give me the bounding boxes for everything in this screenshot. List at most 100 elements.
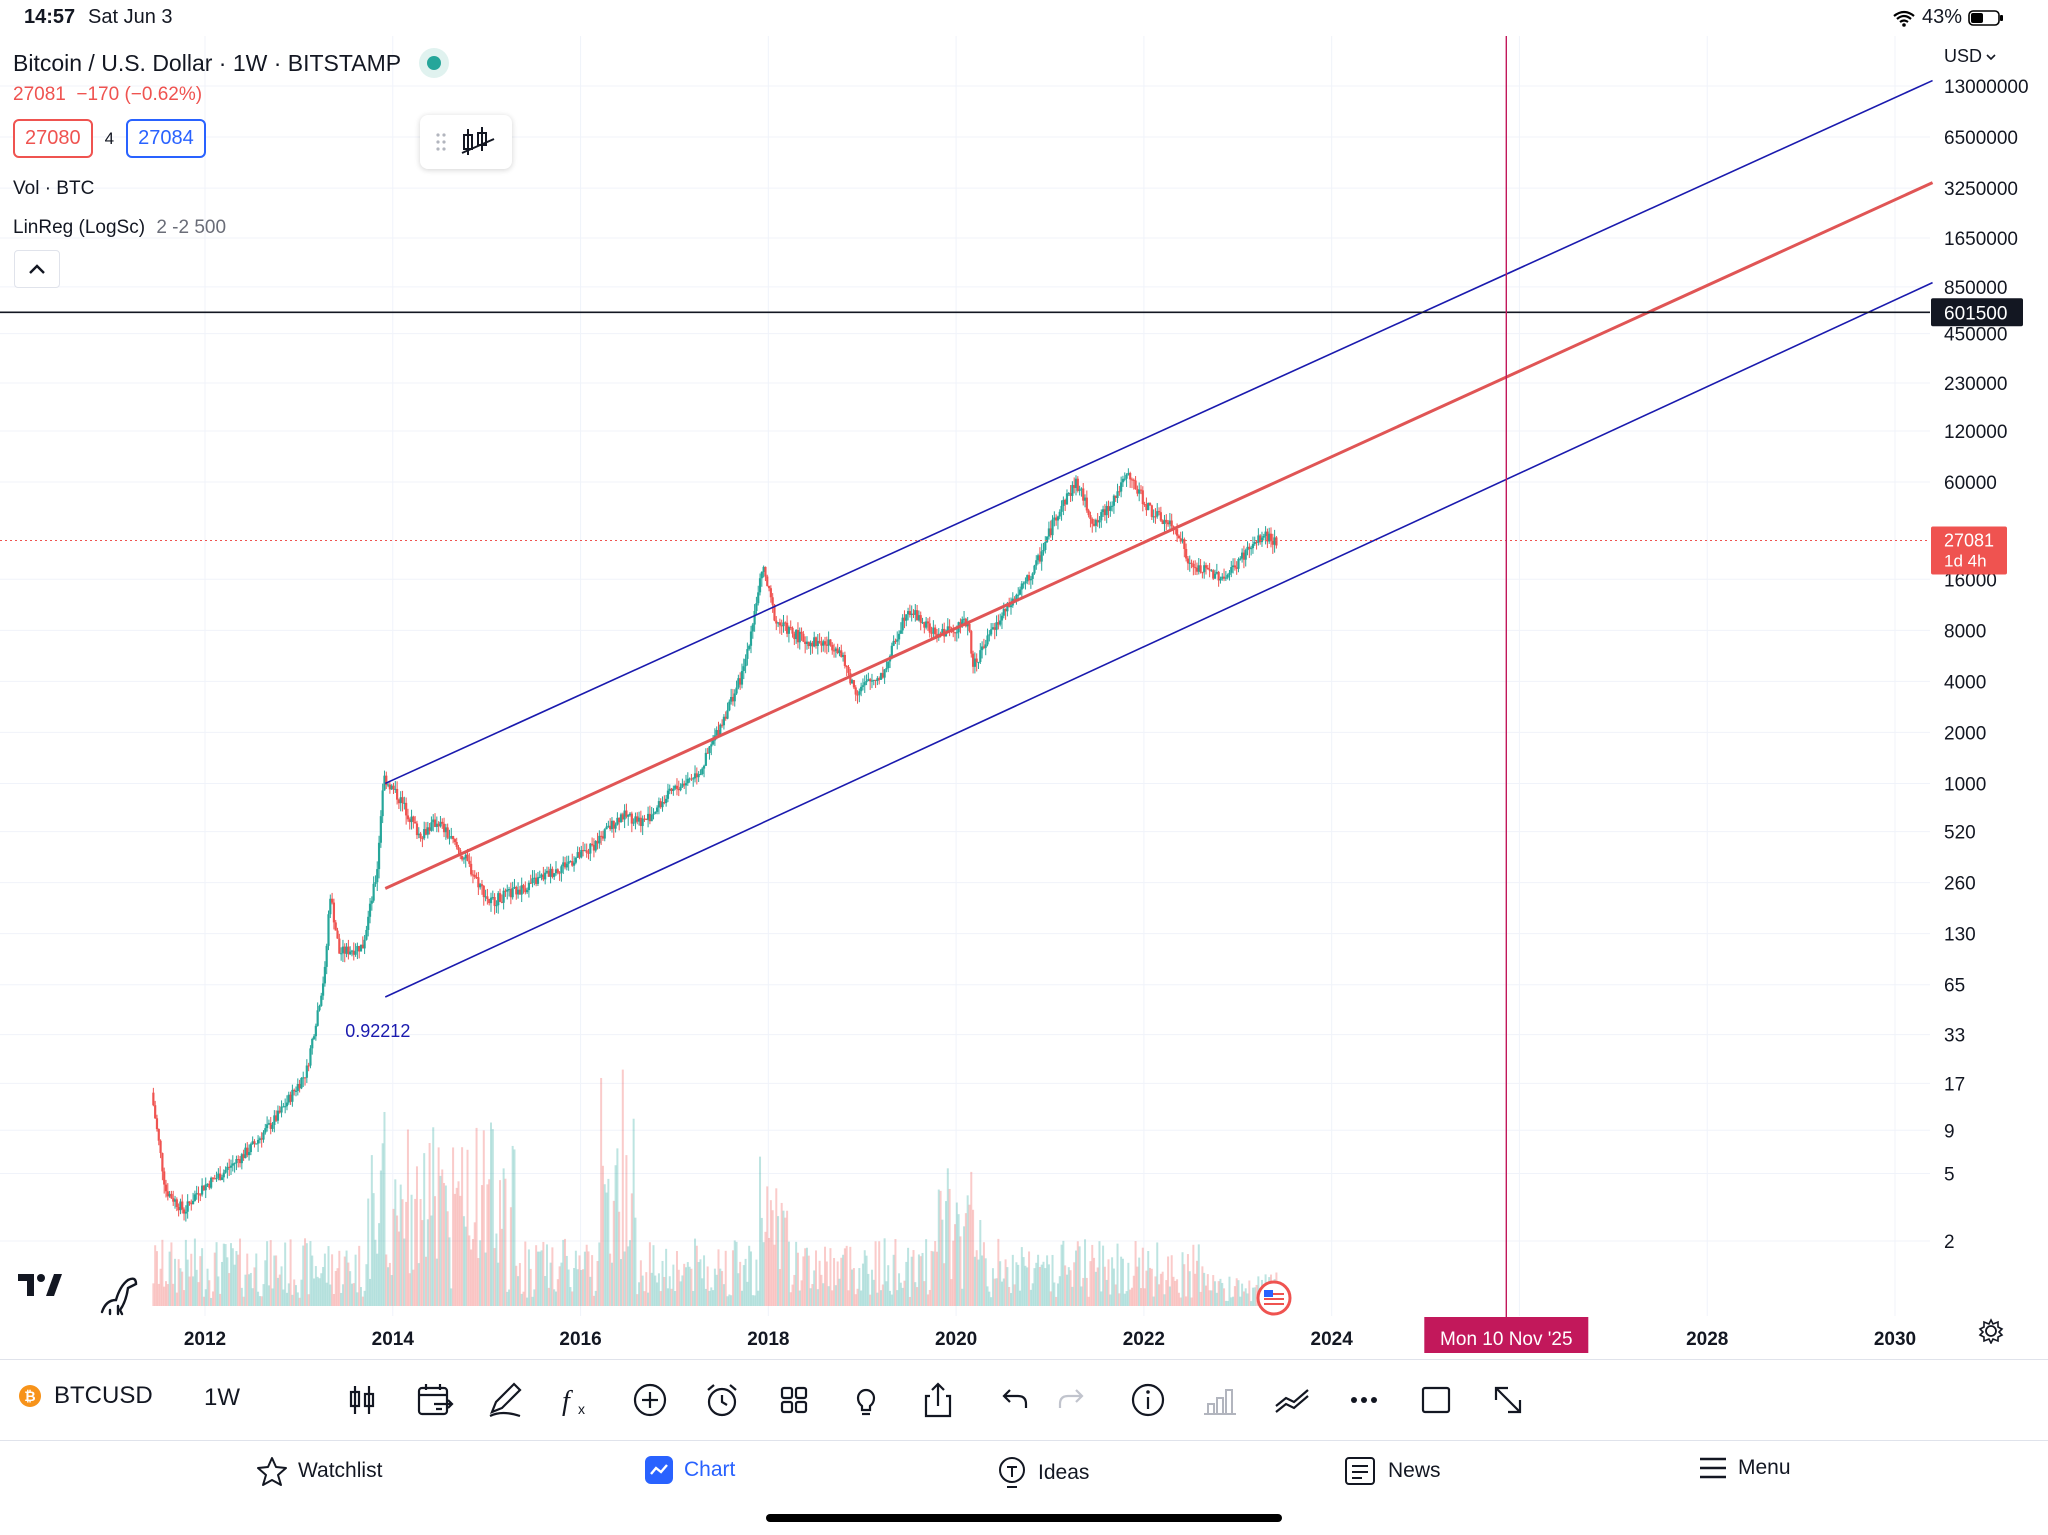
compare-button[interactable] xyxy=(1270,1378,1314,1422)
drawing-tools-button[interactable] xyxy=(484,1378,528,1422)
candle-body xyxy=(179,1201,182,1211)
candle-body xyxy=(260,1138,263,1140)
price-axis[interactable]: 13000000 6500000 3250000 1650000 850000 45000… xyxy=(1931,77,2029,1253)
candle-body xyxy=(897,633,901,640)
candle-body xyxy=(1239,558,1242,560)
volume-bar xyxy=(887,1265,890,1306)
symbol-header[interactable]: Bitcoin / U.S. Dollar · 1W · BITSTAMP xyxy=(13,48,450,78)
volume-bar xyxy=(1087,1296,1090,1306)
alert-button[interactable] xyxy=(700,1378,744,1422)
volume-bar xyxy=(959,1236,962,1306)
candle-body xyxy=(908,611,911,615)
volume-bar xyxy=(177,1259,180,1306)
volume-bar xyxy=(1246,1293,1249,1306)
nav-ideas[interactable]: Ideas xyxy=(996,1455,1089,1491)
volume-bar xyxy=(1206,1274,1209,1306)
candle-body xyxy=(331,898,334,903)
volume-bar xyxy=(1033,1268,1036,1306)
nav-news[interactable]: News xyxy=(1344,1455,1441,1487)
cursor-date-tag xyxy=(1424,1317,1589,1353)
volume-bar xyxy=(1149,1267,1152,1306)
volume-bar xyxy=(876,1292,879,1306)
currency-selector[interactable]: USD xyxy=(1944,46,1996,67)
candle-body xyxy=(840,650,843,657)
volume-bar xyxy=(616,1148,619,1306)
symbol-selector[interactable]: ₿ BTCUSD xyxy=(18,1382,153,1410)
indicator-volume[interactable]: Vol · BTC xyxy=(13,178,95,199)
volume-bar xyxy=(703,1255,706,1306)
volume-bar xyxy=(1116,1243,1119,1306)
candle-body xyxy=(731,696,735,702)
chart-type-button[interactable] xyxy=(340,1378,384,1422)
volume-bar xyxy=(192,1276,195,1306)
volume-bar xyxy=(464,1226,467,1306)
expand-button[interactable] xyxy=(1486,1378,1530,1422)
candle-body xyxy=(1049,528,1052,536)
candle-body xyxy=(332,902,336,923)
volume-bar xyxy=(589,1276,592,1306)
volume-bar xyxy=(255,1253,258,1306)
ask-button[interactable]: 27084 xyxy=(126,119,206,158)
linreg-channel[interactable]: 0.92212 xyxy=(345,79,1934,1041)
volume-bar xyxy=(280,1266,283,1306)
candle-body xyxy=(1248,546,1251,549)
floating-chart-style-widget[interactable] xyxy=(420,115,512,169)
candle-body xyxy=(822,641,825,646)
volume-bar xyxy=(773,1244,776,1306)
share-button[interactable] xyxy=(916,1378,960,1422)
nav-watchlist[interactable]: Watchlist xyxy=(256,1455,382,1487)
ideas-button[interactable] xyxy=(844,1378,888,1422)
nav-menu[interactable]: Menu xyxy=(1698,1455,1791,1481)
indicator-linreg[interactable]: LinReg (LogSc) 2 -2 500 xyxy=(13,217,226,239)
financials-button[interactable] xyxy=(1198,1378,1242,1422)
candle-body xyxy=(1022,583,1025,585)
drag-handle-icon[interactable] xyxy=(436,132,446,152)
candle-body xyxy=(1006,603,1009,612)
volume-bar xyxy=(311,1255,314,1306)
chart-canvas[interactable]: 0.92212 13000000 6500000 3250000 1650000 850… xyxy=(0,36,2048,1359)
volume-bar xyxy=(154,1245,157,1306)
replay-button[interactable] xyxy=(412,1378,456,1422)
interval-selector[interactable]: 1W xyxy=(204,1384,240,1411)
candle-body xyxy=(334,922,337,931)
us-flag-event-icon[interactable] xyxy=(1256,1280,1292,1321)
candle-body xyxy=(316,1010,319,1026)
candle-body xyxy=(670,788,673,792)
candle-body xyxy=(558,872,561,874)
last-price-value: 27081 xyxy=(1944,531,1994,551)
candle-body xyxy=(430,822,433,831)
candle-body xyxy=(627,815,630,817)
candle-body xyxy=(684,783,688,786)
symbol-title[interactable]: Bitcoin / U.S. Dollar · 1W · BITSTAMP xyxy=(13,49,402,76)
redo-button[interactable] xyxy=(1050,1378,1094,1422)
undo-button[interactable] xyxy=(992,1378,1036,1422)
candle-body xyxy=(656,807,659,812)
time-axis[interactable]: 2012 2014 2016 2018 2020 2022 2024 2028 2030 Mon … xyxy=(184,1317,1916,1353)
candle-body xyxy=(172,1198,175,1202)
volume-bar xyxy=(434,1196,437,1306)
volume-bar xyxy=(598,1242,601,1306)
candle-body xyxy=(155,1118,159,1130)
layout-button[interactable] xyxy=(772,1378,816,1422)
candle-body xyxy=(1148,502,1152,506)
add-button[interactable] xyxy=(628,1378,672,1422)
volume-bar xyxy=(230,1243,232,1306)
candle-body xyxy=(396,788,399,800)
nav-chart[interactable]: Chart xyxy=(644,1455,735,1485)
candle-body xyxy=(1101,509,1105,513)
chart-settings-button[interactable] xyxy=(1978,1318,2004,1349)
collapse-legend-button[interactable] xyxy=(14,250,60,288)
more-button[interactable] xyxy=(1342,1378,1386,1422)
fullscreen-window-button[interactable] xyxy=(1414,1378,1458,1422)
info-button[interactable] xyxy=(1126,1378,1170,1422)
bid-button[interactable]: 27080 xyxy=(13,119,93,158)
candle-body xyxy=(354,951,357,955)
volume-bar xyxy=(1109,1294,1112,1306)
volume-bar xyxy=(737,1273,740,1306)
candle-body xyxy=(1125,474,1128,479)
candles-icon xyxy=(349,1386,375,1414)
volume-bar xyxy=(1031,1283,1034,1306)
volume-bar xyxy=(769,1200,772,1306)
candles-icon[interactable] xyxy=(460,125,496,159)
